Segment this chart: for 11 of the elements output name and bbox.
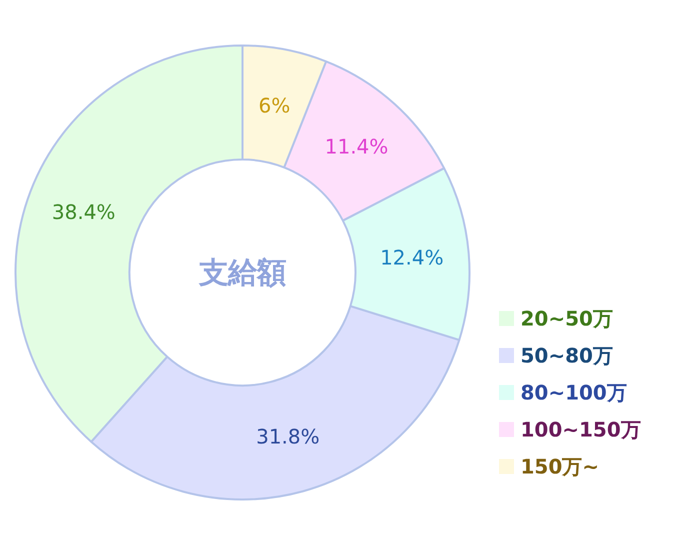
data-label: 11.4% bbox=[324, 134, 388, 158]
legend-label: 150万~ bbox=[520, 454, 600, 478]
legend-label: 80~100万 bbox=[520, 380, 627, 404]
data-label: 6% bbox=[258, 94, 290, 118]
text: 支給額 bbox=[198, 256, 286, 290]
legend-label: 20~50万 bbox=[520, 306, 613, 330]
legend-label: 50~80万 bbox=[520, 344, 613, 368]
data-label: 38.4% bbox=[52, 200, 116, 224]
data-label: 12.4% bbox=[380, 246, 444, 270]
data-label: 31.8% bbox=[256, 424, 320, 448]
legend-label: 100~150万 bbox=[520, 418, 641, 442]
